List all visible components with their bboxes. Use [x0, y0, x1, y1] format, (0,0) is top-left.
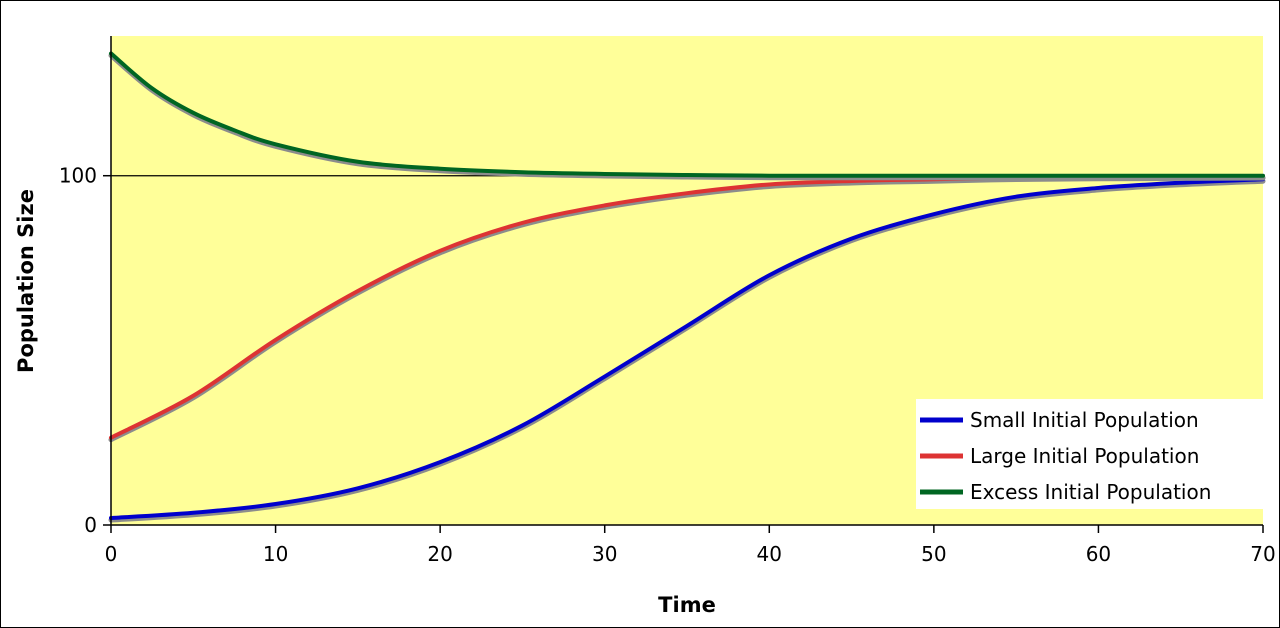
small-initial-population-line [109, 177, 1265, 521]
x-tick-label-70: 70 [1250, 542, 1275, 566]
legend-label-small-initial-population: Small Initial Population [970, 408, 1199, 432]
y-tick-label-100: 100 [59, 164, 97, 188]
x-tick-label-40: 40 [757, 542, 782, 566]
x-tick-label-30: 30 [592, 542, 617, 566]
x-tick-label-60: 60 [1086, 542, 1111, 566]
x-tick-label-50: 50 [921, 542, 946, 566]
x-axis-title: Time [658, 593, 716, 617]
excess-initial-population-line [109, 51, 1265, 178]
y-tick-label-0: 0 [84, 513, 97, 537]
x-tick-label-20: 20 [427, 542, 452, 566]
x-tick-label-10: 10 [263, 542, 288, 566]
legend-label-excess-initial-population: Excess Initial Population [970, 480, 1211, 504]
y-axis-title: Population Size [14, 189, 38, 373]
legend-label-large-initial-population: Large Initial Population [970, 444, 1199, 468]
legend-box [916, 399, 1263, 509]
x-tick-label-0: 0 [105, 542, 118, 566]
